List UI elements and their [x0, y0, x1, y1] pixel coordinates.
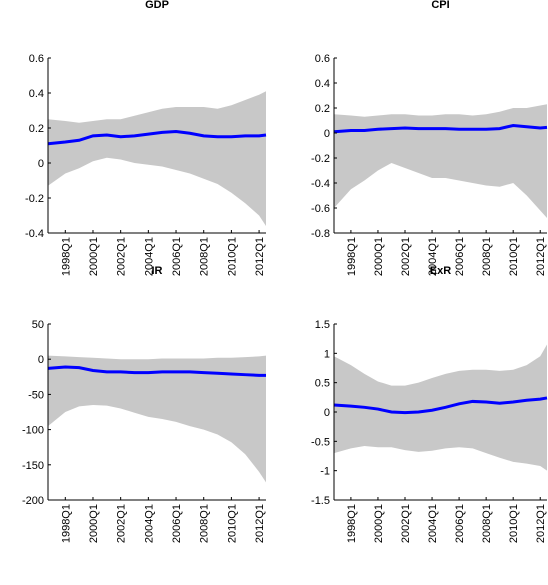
x-tick-label: 2012Q1 — [254, 504, 266, 543]
x-tick-label: 2000Q1 — [88, 237, 100, 276]
y-tick-label: 0.4 — [315, 78, 330, 90]
x-tick-label: 2012Q1 — [254, 237, 266, 276]
x-tick-label: 2004Q1 — [427, 504, 439, 543]
y-tick-label: -150 — [22, 460, 44, 472]
y-tick-label: -50 — [28, 389, 44, 401]
median-line — [333, 396, 548, 415]
x-tick-label: 2008Q1 — [481, 504, 493, 543]
x-tick-label: 2006Q1 — [454, 237, 466, 276]
y-tick-label: -0.6 — [311, 203, 330, 215]
y-tick-label: 1.5 — [315, 319, 330, 331]
y-tick-label: 0.5 — [315, 378, 330, 390]
y-tick-label: 0.6 — [29, 53, 44, 65]
x-tick-label: 2012Q1 — [535, 237, 547, 276]
confidence-band — [48, 91, 266, 226]
x-tick-label: 2008Q1 — [199, 237, 211, 276]
panel-title: GDP — [145, 0, 169, 11]
median-line — [47, 129, 267, 146]
y-tick-label: 1 — [324, 348, 330, 360]
panel: IR -200 -150 -100 -50 0 50 1998Q1 2000Q1 2002Q1 20… — [22, 265, 266, 543]
median-line — [47, 365, 266, 377]
y-tick-label: 50 — [32, 319, 44, 331]
panel-title: ExR — [430, 265, 451, 277]
x-tick-label: 1998Q1 — [346, 237, 358, 276]
y-tick-label: 0.6 — [315, 53, 330, 65]
x-tick-label: 2006Q1 — [171, 504, 183, 543]
confidence-band — [48, 355, 266, 483]
x-tick-label: 2008Q1 — [481, 237, 493, 276]
x-tick-label: 2002Q1 — [116, 504, 128, 543]
y-tick-label: -0.4 — [25, 228, 44, 240]
y-tick-label: 0.4 — [29, 88, 44, 100]
panel-title: IR — [152, 265, 163, 277]
y-tick-label: -200 — [22, 495, 44, 507]
x-tick-label: 2004Q1 — [427, 237, 439, 276]
x-tick-label: 2002Q1 — [116, 237, 128, 276]
x-tick-label: 1998Q1 — [60, 237, 72, 276]
median-line — [333, 123, 548, 134]
panel: ExR -1.5 -1 -0.5 0 0.5 1 1.5 1998Q1 2000Q1 2002Q1 2… — [311, 265, 548, 543]
y-tick-label: -100 — [22, 425, 44, 437]
x-tick-label: 2010Q1 — [508, 504, 520, 543]
y-tick-label: 0 — [324, 407, 330, 419]
x-tick-label: 2006Q1 — [454, 504, 466, 543]
x-tick-label: 2000Q1 — [88, 504, 100, 543]
confidence-band — [334, 104, 547, 218]
panel: CPI -0.8 -0.6 -0.4 -0.2 0 0.2 0.4 0.6 1998Q1 2000Q… — [311, 0, 547, 276]
y-tick-label: -0.5 — [311, 436, 330, 448]
x-tick-label: 2000Q1 — [373, 237, 385, 276]
y-tick-label: 0 — [324, 128, 330, 140]
y-tick-label: 0.2 — [29, 123, 44, 135]
y-tick-label: -0.2 — [311, 153, 330, 165]
x-tick-label: 2002Q1 — [400, 237, 412, 276]
y-tick-label: -1.5 — [311, 495, 330, 507]
x-tick-label: 2010Q1 — [226, 237, 238, 276]
x-tick-label: 1998Q1 — [346, 504, 358, 543]
x-tick-label: 2004Q1 — [143, 504, 155, 543]
x-tick-label: 2010Q1 — [226, 504, 238, 543]
panel: GDP -0.4 -0.2 0 0.2 0.4 0.6 1998Q1 2000Q1 2002Q1 2… — [25, 0, 267, 276]
y-tick-label: -0.2 — [25, 193, 44, 205]
x-tick-label: 2008Q1 — [199, 504, 211, 543]
x-tick-label: 2002Q1 — [400, 504, 412, 543]
y-tick-label: 0 — [38, 354, 44, 366]
x-tick-label: 2010Q1 — [508, 237, 520, 276]
y-tick-label: -1 — [320, 466, 330, 478]
x-tick-label: 2006Q1 — [171, 237, 183, 276]
y-tick-label: -0.4 — [311, 178, 330, 190]
y-tick-label: 0.2 — [315, 103, 330, 115]
x-tick-label: 2004Q1 — [143, 237, 155, 276]
x-tick-label: 2012Q1 — [535, 504, 547, 543]
y-tick-label: 0 — [38, 158, 44, 170]
x-tick-label: 2000Q1 — [373, 504, 385, 543]
x-tick-label: 1998Q1 — [60, 504, 72, 543]
panel-title: CPI — [431, 0, 449, 11]
y-tick-label: -0.8 — [311, 228, 330, 240]
